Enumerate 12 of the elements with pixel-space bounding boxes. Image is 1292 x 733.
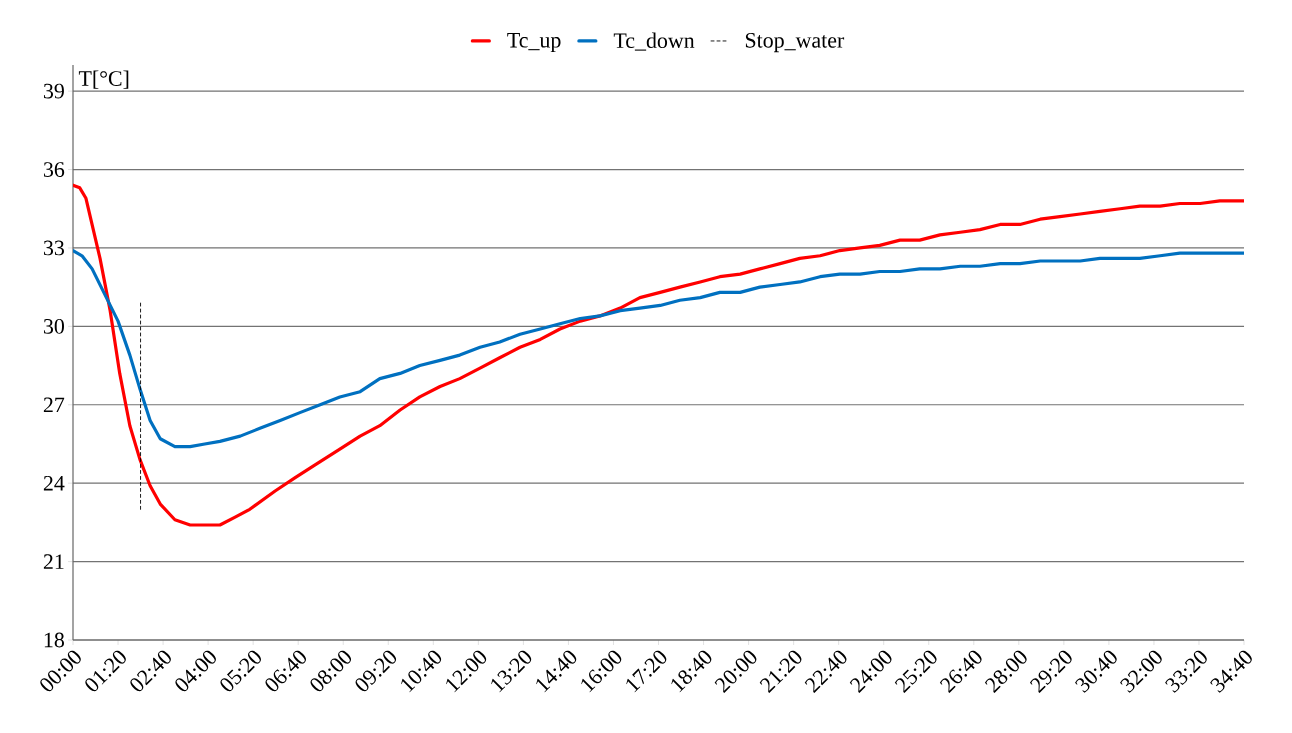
y-tick-label: 27 [43, 397, 65, 413]
y-axis-title: T[°C] [78, 70, 129, 89]
y-tick-label: 18 [44, 632, 64, 648]
y-tick-label: 36 [43, 162, 65, 177]
legend-label: Stop_water [745, 32, 845, 53]
y-tick-label: 21 [43, 554, 64, 569]
y-tick-label: 24 [43, 475, 65, 491]
y-tick-label: 33 [43, 240, 64, 256]
legend-label: Tc_down [613, 32, 695, 51]
legend-label: Tc_up [507, 33, 561, 53]
y-tick-label: 39 [43, 83, 64, 99]
y-tick-label: 30 [43, 318, 64, 334]
